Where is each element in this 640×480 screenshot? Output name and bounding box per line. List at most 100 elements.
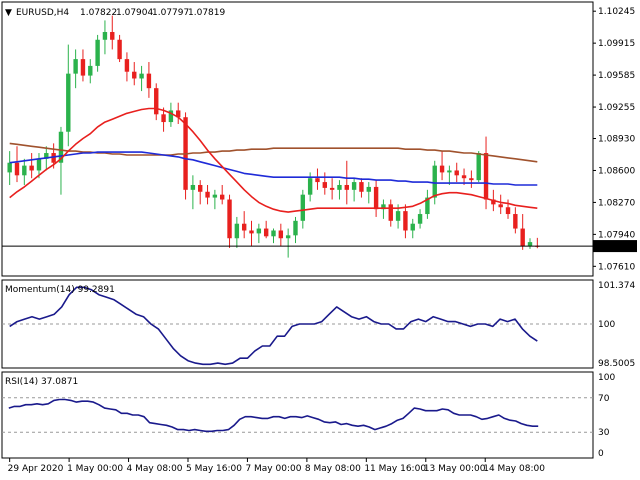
candle-body <box>176 110 181 118</box>
dropdown-arrow-icon[interactable]: ▼ <box>5 8 12 18</box>
time-tick-label: 13 May 00:00 <box>424 464 486 474</box>
time-tick-label: 1 May 00:00 <box>67 464 123 474</box>
candle-body <box>395 211 401 221</box>
candle-body <box>102 32 108 40</box>
candle-body <box>425 197 430 215</box>
candle-body <box>44 153 49 159</box>
candle-body <box>491 199 496 205</box>
candle-body <box>322 182 328 188</box>
candle-body <box>219 194 225 200</box>
candle-body <box>417 214 423 224</box>
candle-body <box>51 153 56 163</box>
momentum-tick-label: 100 <box>598 320 615 330</box>
candle-body <box>7 162 12 173</box>
price-tick-label: 1.09255 <box>598 103 635 113</box>
candle-body <box>469 178 474 181</box>
candle-body <box>234 223 240 239</box>
ohlc-close: 1.07819 <box>188 8 225 18</box>
rsi-tick-label: 70 <box>598 394 610 404</box>
candle-body <box>73 59 78 74</box>
candle-body <box>373 186 379 210</box>
candle-body <box>168 110 174 123</box>
candle-body <box>403 211 408 231</box>
rsi-title: RSI(14) 37.0871 <box>5 377 78 387</box>
candle-body <box>95 39 100 66</box>
candle-body <box>285 235 291 239</box>
candle-body <box>278 230 284 239</box>
candle-body <box>388 204 393 221</box>
ma-mid-line <box>9 151 538 186</box>
candle-body <box>307 178 313 195</box>
momentum-tick-label: 98.5005 <box>598 359 635 369</box>
price-tick-label: 1.09585 <box>598 71 635 81</box>
candle-body <box>366 186 371 192</box>
candle-body <box>124 59 130 72</box>
candle-body <box>205 191 210 198</box>
rsi-frame <box>1 371 594 459</box>
candle-body <box>498 204 503 208</box>
candle-body <box>439 165 445 173</box>
candle-body <box>461 175 467 179</box>
candle-body <box>351 182 357 190</box>
candle-body <box>241 223 247 231</box>
candle-body <box>505 207 511 215</box>
momentum-panel: 101.374 100 98.5005 Momentum(14) 99.2891 <box>1 279 635 369</box>
candle-body <box>359 182 364 192</box>
candle-body <box>139 73 144 79</box>
time-tick-label: 29 Apr 2020 <box>8 464 64 474</box>
chart-header: ▼ EURUSD,H4 1.07822 1.07904 1.07797 1.07… <box>5 8 225 18</box>
candle-body <box>454 170 459 176</box>
candle-body <box>212 194 218 198</box>
candle-body <box>58 131 64 163</box>
current-price-box <box>593 240 637 253</box>
candle-body <box>337 184 342 190</box>
candle-body <box>410 223 415 231</box>
candle-body <box>36 158 42 171</box>
momentum-tick-label: 101.374 <box>598 281 635 291</box>
time-tick-label: 5 May 16:00 <box>186 464 242 474</box>
candle-body <box>80 59 86 76</box>
candle-body <box>256 228 262 234</box>
ohlc-low: 1.07797 <box>152 8 189 18</box>
ma-fast-line <box>9 107 538 213</box>
candle-body <box>520 228 525 246</box>
price-tick-label: 1.07610 <box>598 262 635 272</box>
rsi-panel: 100 70 30 0 RSI(14) 37.0871 <box>1 371 615 459</box>
rsi-tick-label: 30 <box>598 428 610 438</box>
candle-body <box>249 230 254 234</box>
rsi-tick-label: 100 <box>598 373 615 383</box>
candle-body <box>329 187 335 190</box>
candle-body <box>14 162 20 176</box>
price-tick-label: 1.07940 <box>598 230 635 240</box>
candle-body <box>22 165 27 176</box>
price-tick-label: 1.08930 <box>598 135 635 145</box>
candle-body <box>483 153 489 200</box>
candle-body <box>132 71 137 79</box>
candle-body <box>66 73 71 132</box>
candle-body <box>300 194 306 221</box>
candle-body <box>190 184 196 190</box>
price-tick-label: 1.10245 <box>598 7 635 17</box>
ohlc-open: 1.07822 <box>80 8 117 18</box>
candle-body <box>198 184 203 192</box>
time-tick-label: 8 May 08:00 <box>305 464 361 474</box>
candle-body <box>88 65 93 76</box>
candle-body <box>263 228 269 237</box>
time-tick-label: 11 May 16:00 <box>364 464 426 474</box>
candle-body <box>161 114 166 123</box>
candle-body <box>344 184 349 190</box>
candle-body <box>29 165 34 171</box>
candle-body <box>293 220 298 236</box>
candle-body <box>381 204 386 210</box>
candle-body <box>110 32 115 40</box>
price-panel: 1.10245 1.09915 1.09585 1.09255 1.08930 1.086… <box>1 1 637 277</box>
price-tick-label: 1.08600 <box>598 166 635 176</box>
ohlc-high: 1.07904 <box>116 8 153 18</box>
candle-body <box>527 242 533 246</box>
candle-body <box>117 39 122 60</box>
candle-body <box>146 73 152 89</box>
price-tick-label: 1.08270 <box>598 198 635 208</box>
price-tick-label: 1.09915 <box>598 39 635 49</box>
momentum-line <box>9 286 538 366</box>
